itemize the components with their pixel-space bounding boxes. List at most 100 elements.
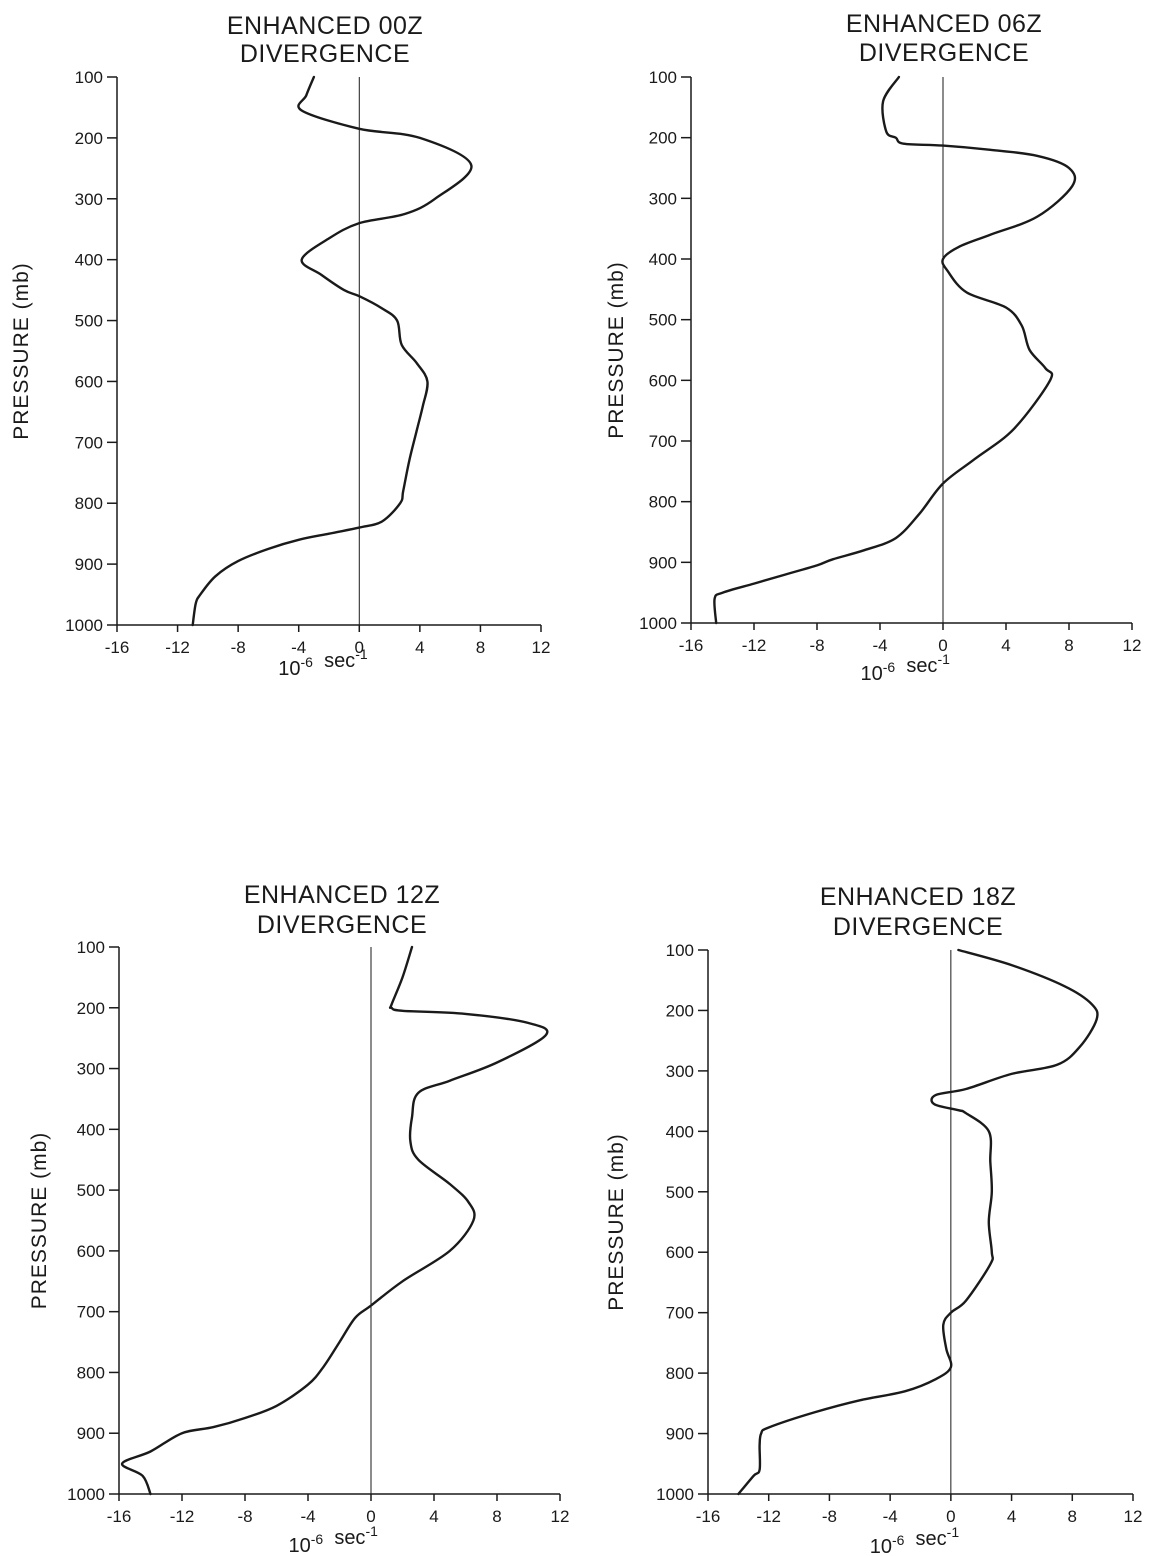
x-axis-label-xlabel-base: 10 [870,1536,892,1556]
x-axis-label: 10-6 sec-1 [288,1523,378,1556]
y-tick-label: 900 [649,553,677,572]
y-tick-label: 400 [77,1120,105,1139]
y-axis-label: PRESSURE (mb) [10,262,33,440]
x-tick-label: -12 [742,636,767,655]
y-tick-label: 400 [649,250,677,269]
y-tick-label: 600 [75,372,103,391]
x-tick-label: -4 [883,1507,898,1526]
y-tick-label: 500 [77,1181,105,1200]
x-tick-label: -8 [231,638,246,657]
x-tick-label: 8 [476,638,485,657]
divergence-profile-line [191,75,473,627]
chart-subtitle: DIVERGENCE [257,911,427,939]
y-axis-label: PRESSURE (mb) [605,261,628,439]
x-tick-label: 0 [366,1507,375,1526]
x-tick-label: -12 [756,1507,781,1526]
y-tick-label: 200 [75,129,103,148]
y-tick-label: 900 [666,1425,694,1444]
x-axis-label-xlabel-unit-exp: -1 [937,651,950,667]
x-tick-label: 4 [1007,1507,1016,1526]
y-tick-label: 800 [666,1364,694,1383]
x-tick-label: 8 [1068,1507,1077,1526]
y-tick-label: 800 [649,493,677,512]
divergence-profile-line [120,945,549,1496]
y-tick-label: 700 [666,1304,694,1323]
x-tick-label: 12 [1123,636,1142,655]
x-axis-label-xlabel-unit: sec [916,1528,947,1550]
y-tick-label: 400 [75,251,103,270]
x-axis-label-space [313,650,324,672]
y-tick-label: 400 [666,1122,694,1141]
y-tick-label: 200 [666,1001,694,1020]
y-tick-label: 900 [77,1424,105,1443]
chart-subtitle: DIVERGENCE [833,913,1003,941]
chart-subtitle: DIVERGENCE [859,39,1029,67]
x-axis-label-xlabel-base: 10 [860,663,882,685]
x-axis-label-space [323,1527,334,1549]
x-tick-label: -16 [105,638,130,657]
x-axis-label-xlabel-unit-exp: -1 [947,1524,960,1540]
x-axis-label: 10-6 sec-1 [860,651,950,685]
x-tick-label: 4 [1001,636,1010,655]
x-tick-label: -16 [696,1507,721,1526]
y-tick-label: 100 [77,938,105,957]
x-tick-label: 0 [938,636,947,655]
x-axis-label-xlabel-unit: sec [334,1527,365,1549]
x-axis-label-xlabel-unit: sec [324,650,355,672]
y-tick-label: 500 [666,1183,694,1202]
x-axis-label-xlabel-unit-exp: -1 [355,646,368,662]
x-axis-label-space [895,655,906,677]
y-tick-label: 500 [75,312,103,331]
x-axis-label: 10-6 sec-1 [278,646,368,680]
y-tick-label: 800 [77,1363,105,1382]
x-tick-label: -8 [237,1507,252,1526]
y-tick-label: 1000 [656,1485,694,1504]
y-tick-label: 300 [649,189,677,208]
chart-title: ENHANCED 06Z [846,10,1042,38]
y-tick-label: 200 [649,129,677,148]
x-axis-label-xlabel-exp: -6 [892,1532,905,1548]
y-tick-label: 600 [77,1242,105,1261]
x-tick-label: 8 [492,1507,501,1526]
y-tick-label: 300 [75,190,103,209]
x-tick-label: -12 [170,1507,195,1526]
x-tick-label: -12 [165,638,190,657]
divergence-profile-line [737,948,1099,1496]
x-tick-label: 4 [415,638,424,657]
y-tick-label: 700 [75,433,103,452]
x-axis-label-xlabel-base: 10 [278,658,300,680]
y-tick-label: 600 [666,1243,694,1262]
x-axis-label-xlabel-exp: -6 [300,654,313,670]
x-tick-label: -16 [107,1507,132,1526]
y-tick-label: 300 [666,1062,694,1081]
y-tick-label: 100 [75,68,103,87]
y-tick-label: 300 [77,1060,105,1079]
x-tick-label: 0 [946,1507,955,1526]
x-tick-label: -16 [679,636,704,655]
chart-panel-4: ENHANCED 18ZDIVERGENCE100200300400500600… [605,883,1142,1556]
y-tick-label: 600 [649,371,677,390]
x-tick-label: -4 [872,636,887,655]
chart-panel-2: ENHANCED 06ZDIVERGENCE100200300400500600… [605,10,1141,685]
y-axis-label: PRESSURE (mb) [605,1133,628,1311]
x-tick-label: -4 [300,1507,315,1526]
x-tick-label: 12 [532,638,551,657]
x-axis-label-xlabel-unit-exp: -1 [365,1523,378,1539]
chart-subtitle: DIVERGENCE [240,40,410,68]
divergence-profile-line [713,75,1077,625]
y-tick-label: 700 [649,432,677,451]
y-tick-label: 200 [77,999,105,1018]
y-tick-label: 1000 [639,614,677,633]
y-axis-label: PRESSURE (mb) [28,1132,51,1310]
y-tick-label: 800 [75,494,103,513]
chart-title: ENHANCED 00Z [227,12,423,40]
x-axis-label: 10-6 sec-1 [870,1524,960,1556]
y-tick-label: 700 [77,1303,105,1322]
y-tick-label: 500 [649,311,677,330]
x-axis-label-xlabel-exp: -6 [883,659,896,675]
x-axis-label-xlabel-exp: -6 [311,1531,324,1547]
y-tick-label: 1000 [67,1485,105,1504]
chart-title: ENHANCED 12Z [244,881,440,909]
